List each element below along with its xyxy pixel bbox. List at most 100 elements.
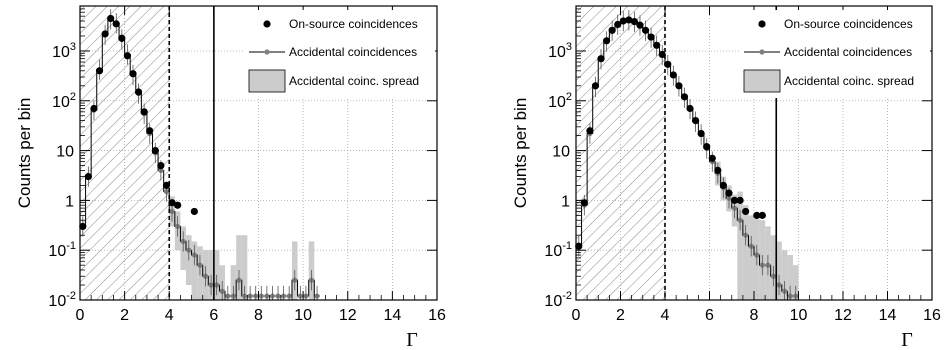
x-tick-label: 0: [572, 307, 581, 324]
spread-bar: [781, 250, 788, 300]
legend-label-spread: Accidental coinc. spread: [784, 74, 914, 88]
on-source-point: [118, 34, 126, 42]
on-source-point: [140, 108, 148, 116]
x-tick-label: 8: [254, 307, 263, 324]
on-source-point: [146, 127, 154, 135]
x-axis-title: Γ: [406, 329, 418, 350]
on-source-point: [107, 14, 115, 23]
on-source-point: [708, 154, 716, 162]
x-tick-label: 0: [76, 307, 85, 324]
y-axis-title: Counts per bin: [15, 98, 34, 209]
on-source-point: [90, 104, 98, 113]
on-source-point: [653, 41, 661, 49]
legend-marker-accidental: [759, 49, 765, 55]
on-source-point: [669, 71, 677, 79]
on-source-point: [190, 207, 198, 216]
on-source-point: [575, 242, 583, 250]
on-source-point: [625, 16, 633, 24]
chart-panel-2: 0 2 4 6 8 10 12 14 16 10-2 10-1 1 10 102 103 Γ Counts pe…: [511, 5, 941, 350]
on-source-point: [101, 30, 109, 38]
legend-marker-on-source: [263, 20, 271, 28]
on-source-point: [686, 104, 694, 113]
on-source-point: [725, 189, 733, 197]
spread-bar: [792, 265, 799, 300]
y-tick-label: 102: [548, 91, 572, 111]
y-tick-label: 102: [52, 91, 76, 111]
x-tick-label: 14: [383, 307, 401, 324]
x-tick-label: 14: [879, 307, 897, 324]
y-tick-label: 103: [548, 41, 572, 61]
on-source-point: [691, 117, 700, 125]
spread-bar: [241, 235, 248, 300]
x-tick-label: 6: [209, 307, 218, 324]
on-source-point: [664, 60, 672, 68]
x-tick-label: 16: [428, 307, 446, 324]
legend-marker-on-source: [758, 20, 766, 28]
spread-bar: [787, 255, 793, 300]
on-source-point: [591, 82, 600, 90]
on-source-point: [736, 196, 744, 204]
legend: On-source coincidences Accidental coincid…: [740, 10, 930, 98]
on-source-point: [608, 26, 616, 34]
on-source-point: [602, 37, 611, 45]
on-source-point: [658, 50, 666, 59]
y-tick-label: 10: [56, 144, 74, 161]
legend-label-on-source: On-source coincidences: [289, 17, 418, 31]
on-source-point: [636, 21, 644, 29]
x-tick-label: 16: [923, 307, 941, 324]
x-axis-title: Γ: [901, 329, 913, 350]
on-source-point: [753, 211, 761, 219]
on-source-point: [84, 173, 92, 181]
x-tick-label: 10: [790, 307, 808, 324]
y-tick-label: 103: [52, 41, 76, 61]
x-tick-label: 12: [339, 307, 357, 324]
legend-swatch-spread: [248, 69, 286, 93]
x-tick-label: 6: [705, 307, 714, 324]
spread-bar: [230, 265, 237, 300]
x-tick-label: 10: [294, 307, 312, 324]
on-source-point: [95, 67, 104, 75]
on-source-point: [597, 55, 605, 63]
spread-bar: [742, 205, 749, 300]
y-tick-label: 1: [65, 193, 74, 210]
on-source-point: [151, 146, 159, 155]
legend-label-accidental: Accidental coincidences: [784, 45, 912, 59]
on-source-point: [157, 161, 165, 170]
x-tick-label: 8: [750, 307, 759, 324]
on-source-point: [174, 201, 182, 209]
y-tick-label: 10-2: [48, 290, 76, 310]
spread-bar: [236, 235, 242, 300]
on-source-point: [614, 20, 622, 29]
spread-bar: [191, 241, 198, 300]
on-source-point: [719, 181, 728, 189]
on-source-point: [134, 88, 143, 96]
on-source-point: [123, 52, 132, 60]
on-source-point: [112, 20, 120, 28]
on-source-point: [730, 196, 739, 204]
x-tick-label: 12: [834, 307, 852, 324]
legend-label-on-source: On-source coincidences: [784, 17, 913, 31]
on-source-point: [742, 207, 750, 216]
on-source-point: [162, 181, 171, 189]
spread-bar: [776, 241, 782, 300]
on-source-point: [714, 166, 722, 175]
spread-bar: [737, 191, 743, 300]
y-axis-title: Counts per bin: [511, 98, 530, 209]
on-source-point: [680, 93, 689, 101]
on-source-point: [630, 17, 639, 26]
legend-label-spread: Accidental coinc. spread: [289, 74, 419, 88]
on-source-point: [675, 82, 683, 90]
x-tick-label: 4: [661, 307, 670, 324]
on-source-point: [758, 211, 766, 219]
spread-bar: [748, 215, 754, 300]
on-source-point: [703, 143, 711, 151]
on-source-point: [586, 127, 594, 135]
x-tick-label: 4: [165, 307, 174, 324]
y-tick-label: 10-1: [48, 240, 76, 260]
on-source-points: [575, 16, 766, 250]
y-tick-label: 1: [561, 193, 570, 210]
on-source-point: [697, 129, 705, 138]
y-tick-label: 10: [552, 144, 570, 161]
on-source-point: [619, 17, 627, 25]
